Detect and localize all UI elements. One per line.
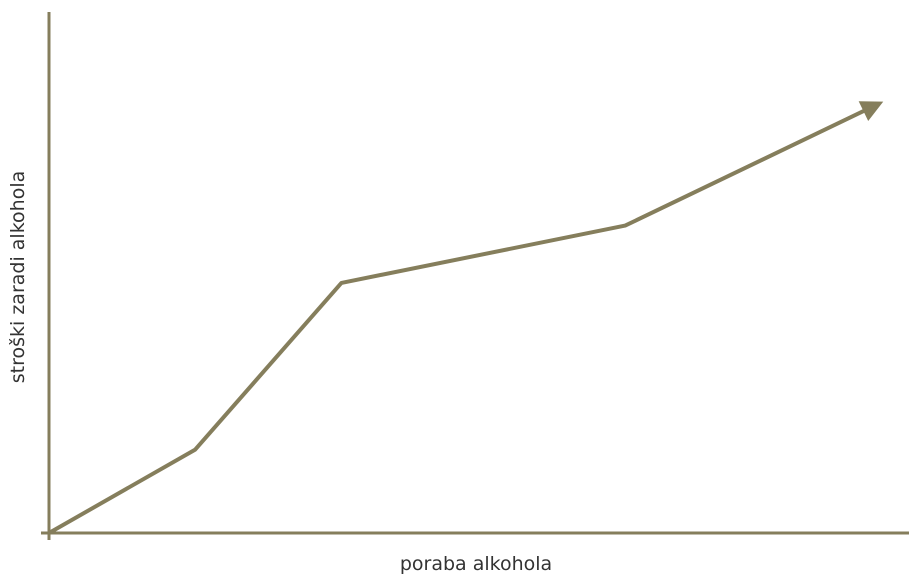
series-line-0 — [48, 101, 884, 535]
series-layer — [48, 101, 884, 535]
axes — [41, 12, 909, 540]
x-axis-label: poraba alkohola — [400, 553, 552, 574]
y-axis-label: stroški zaradi alkohola — [7, 171, 29, 384]
